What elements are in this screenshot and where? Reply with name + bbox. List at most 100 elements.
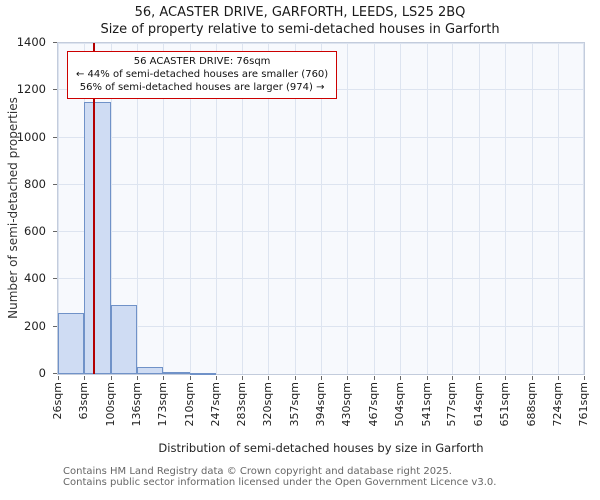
histogram-bar <box>58 312 85 374</box>
x-tick-mark <box>321 376 323 380</box>
x-tick-label: 63sqm <box>77 382 91 420</box>
plot-area: 56 ACASTER DRIVE: 76sqm ← 44% of semi-de… <box>57 42 585 375</box>
gridline-horizontal <box>58 43 584 44</box>
y-tick-mark <box>53 183 57 185</box>
gridline-vertical <box>294 43 296 374</box>
gridline-horizontal <box>58 136 584 138</box>
annotation-smaller: ← 44% of semi-detached houses are smalle… <box>76 69 329 81</box>
x-tick-mark <box>189 376 191 380</box>
y-tick-label: 1200 <box>16 82 46 97</box>
x-tick-mark <box>58 376 59 380</box>
x-tick-label: 320sqm <box>261 382 275 427</box>
gridline-vertical <box>400 43 402 374</box>
histogram-bar <box>110 305 137 374</box>
x-tick-mark <box>294 376 296 380</box>
x-tick-mark <box>531 376 533 380</box>
gridline-vertical <box>241 43 243 374</box>
gridline-vertical <box>189 43 191 374</box>
x-tick-mark <box>268 376 270 380</box>
y-tick-mark <box>53 42 57 43</box>
annotation-title: 56 ACASTER DRIVE: 76sqm <box>133 56 271 67</box>
histogram-bar <box>136 366 164 374</box>
x-tick-mark <box>241 376 243 380</box>
x-axis: 26sqm 63sqm 100sqm 136sqm 173sqm 210sqm 247sqm… <box>51 376 590 436</box>
x-tick-mark <box>426 376 428 380</box>
histogram-bar <box>189 372 217 375</box>
y-tick-label: 200 <box>24 318 46 333</box>
x-axis-title: Distribution of semi-detached houses by … <box>158 441 484 455</box>
x-tick-mark <box>136 376 138 380</box>
footer-attribution-2: Contains public sector information licen… <box>63 477 497 488</box>
x-tick-label: 761sqm <box>577 382 590 427</box>
x-tick-mark <box>373 376 375 380</box>
x-tick-label: 283sqm <box>234 382 248 427</box>
gridline-horizontal <box>58 278 584 280</box>
x-tick-label: 651sqm <box>498 382 512 427</box>
histogram-bar <box>84 102 111 374</box>
x-tick-label: 541sqm <box>419 382 433 427</box>
gridline-vertical <box>557 43 559 374</box>
gridline-vertical <box>478 43 480 374</box>
gridline-vertical <box>452 43 454 374</box>
footer-attribution-1: Contains HM Land Registry data © Crown c… <box>63 466 452 477</box>
x-tick-label: 210sqm <box>182 382 196 427</box>
x-tick-label: 688sqm <box>524 382 538 427</box>
y-tick-label: 1400 <box>16 35 46 49</box>
y-tick-label: 800 <box>24 176 46 191</box>
x-tick-mark <box>584 376 585 380</box>
x-tick-label: 577sqm <box>445 382 459 427</box>
gridline-vertical <box>531 43 533 374</box>
gridline-vertical <box>216 43 218 374</box>
gridline-horizontal <box>58 183 584 185</box>
gridline-vertical <box>136 43 138 374</box>
gridline-vertical <box>505 43 507 374</box>
histogram-bar <box>163 371 190 374</box>
gridline-vertical <box>321 43 323 374</box>
y-tick-mark <box>53 231 57 233</box>
page-title: 56, ACASTER DRIVE, GARFORTH, LEEDS, LS25… <box>134 5 466 20</box>
x-tick-mark <box>84 376 86 380</box>
gridline-vertical <box>110 43 112 374</box>
x-tick-label: 173sqm <box>156 382 170 427</box>
x-tick-label: 26sqm <box>51 382 64 420</box>
y-tick-mark <box>53 278 57 280</box>
y-tick-mark <box>53 136 57 138</box>
gridline-horizontal <box>58 231 584 233</box>
y-tick-label: 1000 <box>16 129 46 144</box>
gridline-vertical <box>583 43 584 374</box>
x-tick-label: 100sqm <box>103 382 117 427</box>
x-tick-label: 614sqm <box>471 382 485 427</box>
annotation-box: 56 ACASTER DRIVE: 76sqm ← 44% of semi-de… <box>67 51 338 99</box>
y-tick-mark <box>53 373 57 374</box>
y-tick-label: 0 <box>38 366 46 380</box>
gridline-vertical <box>426 43 428 374</box>
x-tick-mark <box>478 376 480 380</box>
x-tick-mark <box>557 376 559 380</box>
gridline-vertical <box>58 43 59 374</box>
x-tick-mark <box>505 376 507 380</box>
chart-subtitle: Size of property relative to semi-detach… <box>100 22 500 37</box>
gridline-vertical <box>268 43 270 374</box>
y-axis: 0 200 400 600 800 1000 1200 1400 <box>0 35 57 380</box>
annotation-larger: 56% of semi-detached houses are larger (… <box>79 82 325 94</box>
gridline-vertical <box>373 43 375 374</box>
x-tick-label: 724sqm <box>550 382 564 427</box>
x-tick-label: 467sqm <box>366 382 380 427</box>
y-tick-label: 400 <box>24 271 46 286</box>
y-tick-label: 600 <box>24 224 46 239</box>
gridline-vertical <box>163 43 165 374</box>
x-tick-mark <box>400 376 402 380</box>
x-tick-mark <box>163 376 165 380</box>
gridline-horizontal <box>58 325 584 327</box>
x-tick-label: 430sqm <box>340 382 354 427</box>
x-tick-label: 504sqm <box>393 382 407 427</box>
x-tick-label: 357sqm <box>287 382 301 427</box>
x-tick-label: 136sqm <box>129 382 143 427</box>
x-tick-label: 247sqm <box>209 382 223 427</box>
x-tick-mark <box>216 376 218 380</box>
y-tick-mark <box>53 89 57 91</box>
property-marker-line <box>92 43 95 374</box>
gridline-vertical <box>347 43 349 374</box>
x-tick-mark <box>347 376 349 380</box>
